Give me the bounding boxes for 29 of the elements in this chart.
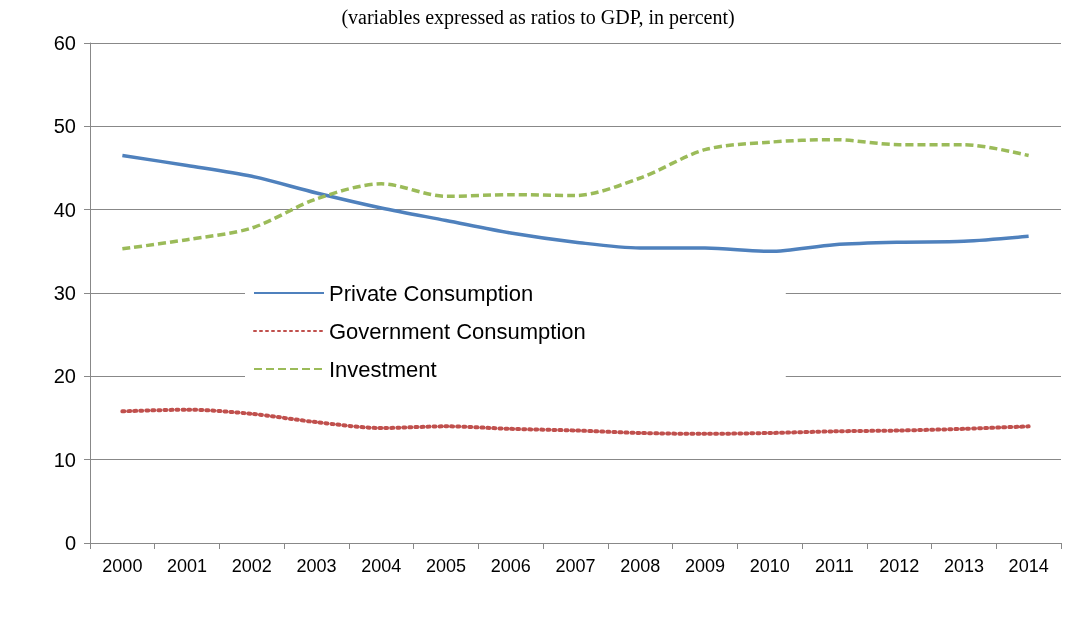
x-tick-label: 2000 <box>102 556 143 576</box>
y-tick-label: 20 <box>53 365 76 388</box>
x-tick-label: 2006 <box>490 556 531 576</box>
y-tick-label: 40 <box>53 198 76 221</box>
x-tick-label: 2011 <box>815 556 854 576</box>
x-tick-label: 2008 <box>620 556 661 576</box>
x-tick-label: 2010 <box>749 556 790 576</box>
x-tick-label: 2004 <box>361 556 402 576</box>
y-tick-label: 60 <box>53 32 76 54</box>
x-tick-label: 2009 <box>684 556 725 576</box>
line-series <box>120 153 1031 254</box>
line-series <box>120 137 1031 251</box>
x-tick-label: 2013 <box>943 556 984 576</box>
x-tick-label: 2002 <box>231 556 272 576</box>
y-tick-label: 30 <box>53 282 76 304</box>
y-tick-label: 10 <box>53 448 76 471</box>
y-tick-label: 0 <box>64 532 76 554</box>
x-tick-label: 2005 <box>426 556 467 576</box>
x-tick-label: 2012 <box>879 556 920 576</box>
chart-title: (variables expressed as ratios to GDP, in percent) <box>341 6 735 29</box>
line-series <box>120 407 1031 436</box>
legend-label: Private Consumption <box>329 280 534 306</box>
y-tick-label: 50 <box>53 115 76 138</box>
x-tick-label: 2014 <box>1008 556 1049 576</box>
legend-label: Investment <box>329 356 437 382</box>
x-tick-label: 2003 <box>296 556 337 576</box>
x-tick-label: 2001 <box>167 556 208 576</box>
legend-label: Government Consumption <box>329 318 586 344</box>
x-tick-label: 2007 <box>555 556 596 576</box>
